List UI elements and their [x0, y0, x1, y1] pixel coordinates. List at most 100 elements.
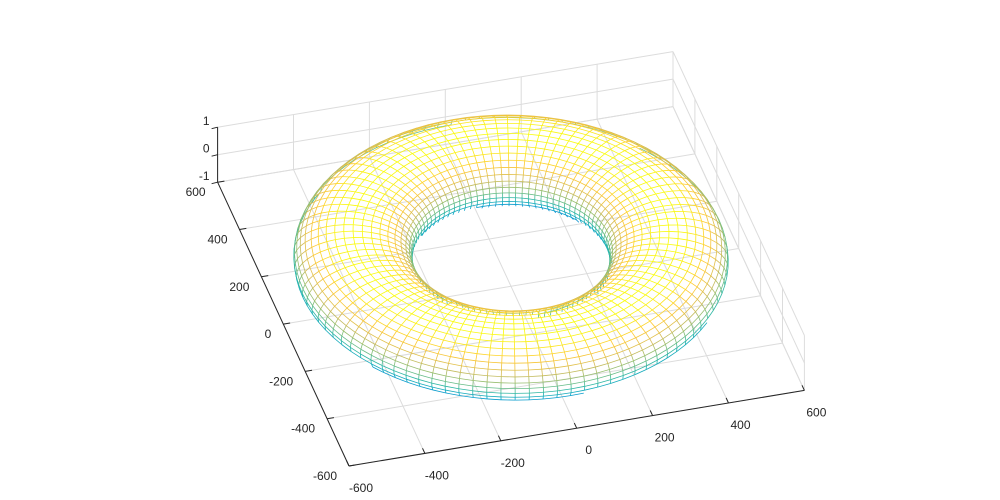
- torus-mesh-segment: [595, 304, 604, 309]
- torus-mesh-segment: [523, 328, 526, 336]
- torus-mesh-segment: [620, 319, 627, 326]
- torus-mesh-segment: [638, 294, 646, 301]
- torus-mesh-segment: [656, 349, 668, 356]
- torus-mesh-segment: [547, 312, 551, 317]
- torus-mesh-segment: [556, 372, 570, 375]
- torus-mesh-segment: [671, 314, 678, 321]
- x-tick-label: 200: [655, 431, 675, 445]
- torus-mesh-segment: [459, 323, 464, 330]
- torus-mesh-segment: [437, 353, 451, 357]
- torus-mesh-segment: [718, 284, 722, 290]
- torus-mesh-segment: [611, 193, 617, 199]
- torus-mesh-segment: [576, 349, 580, 357]
- torus-mesh-segment: [461, 126, 465, 132]
- torus-mesh-segment: [350, 342, 352, 348]
- torus-mesh-segment: [396, 202, 400, 208]
- torus-mesh-segment: [608, 275, 613, 280]
- torus-mesh-segment: [588, 225, 593, 230]
- torus-mesh-segment: [461, 303, 469, 307]
- torus-mesh-segment: [439, 212, 445, 216]
- torus-mesh-segment: [471, 148, 476, 156]
- torus-mesh-segment: [534, 308, 542, 310]
- torus-mesh-segment: [646, 179, 655, 183]
- torus-mesh-segment: [688, 204, 697, 207]
- torus-mesh-segment: [682, 183, 689, 186]
- torus-mesh-segment: [672, 291, 681, 297]
- torus-mesh-segment: [443, 161, 451, 165]
- torus-mesh-segment: [430, 216, 432, 222]
- torus-mesh-segment: [522, 204, 529, 206]
- torus-mesh-segment: [562, 305, 568, 309]
- torus-mesh-segment: [346, 183, 352, 191]
- torus-mesh-segment: [400, 145, 407, 150]
- torus-mesh-segment: [405, 184, 413, 191]
- torus-mesh-segment: [423, 350, 427, 358]
- torus-mesh-segment: [587, 221, 590, 226]
- torus-mesh-segment: [407, 287, 415, 291]
- torus-mesh-segment: [429, 315, 435, 322]
- torus-mesh-segment: [674, 330, 684, 339]
- torus-mesh-segment: [382, 249, 386, 256]
- torus-mesh-segment: [423, 356, 436, 361]
- torus-mesh-segment: [597, 297, 606, 302]
- torus-mesh-segment: [692, 256, 701, 261]
- torus-mesh-segment: [418, 218, 423, 223]
- torus-mesh-segment: [460, 142, 470, 145]
- torus-mesh-segment: [481, 117, 484, 121]
- torus-mesh-segment: [724, 241, 726, 251]
- torus-mesh-segment: [399, 348, 412, 354]
- torus-mesh-segment: [619, 179, 626, 185]
- torus-mesh-segment: [684, 306, 692, 314]
- torus-mesh-segment: [668, 197, 677, 199]
- torus-mesh-segment: [346, 210, 356, 213]
- torus-mesh-segment: [334, 323, 344, 332]
- torus-mesh-segment: [372, 220, 381, 224]
- torus-mesh-segment: [365, 249, 369, 256]
- torus-mesh-segment: [436, 191, 441, 198]
- torus-mesh-segment: [420, 146, 430, 151]
- torus-mesh-segment: [530, 123, 543, 126]
- torus-mesh-segment: [649, 338, 654, 345]
- torus-mesh-segment: [623, 280, 629, 286]
- torus-mesh-segment: [343, 238, 347, 246]
- torus-mesh-segment: [319, 251, 324, 260]
- torus-mesh-segment: [607, 221, 611, 226]
- torus-mesh-segment: [627, 171, 635, 176]
- torus-mesh-segment: [308, 275, 314, 281]
- torus-mesh-segment: [366, 145, 377, 152]
- torus-mesh-segment: [566, 312, 571, 318]
- torus-mesh-segment: [418, 231, 422, 236]
- torus-mesh-segment: [635, 332, 646, 339]
- torus-mesh-segment: [393, 360, 396, 367]
- torus-mesh-segment: [673, 258, 683, 262]
- torus-mesh-segment: [634, 168, 642, 173]
- torus-mesh-segment: [658, 237, 660, 244]
- torus-mesh-segment: [665, 344, 668, 350]
- torus-mesh-segment: [574, 202, 577, 209]
- torus-mesh-segment: [643, 309, 653, 316]
- torus-mesh-segment: [396, 206, 404, 213]
- torus-mesh-segment: [680, 190, 686, 198]
- torus-mesh-segment: [369, 201, 379, 206]
- torus-mesh-segment: [583, 372, 597, 377]
- torus-mesh-segment: [426, 293, 432, 296]
- torus-mesh-segment: [401, 269, 406, 275]
- torus-mesh-segment: [567, 327, 579, 331]
- torus-mesh-segment: [353, 264, 359, 272]
- torus-mesh-segment: [566, 123, 570, 127]
- torus-mesh-segment: [604, 234, 607, 239]
- torus-mesh-segment: [468, 116, 482, 119]
- torus-mesh-segment: [555, 123, 568, 127]
- torus-mesh-segment: [534, 203, 542, 206]
- torus-mesh-segment: [312, 283, 318, 289]
- torus-mesh-segment: [382, 314, 392, 321]
- torus-mesh-segment: [607, 189, 613, 195]
- torus-mesh-segment: [327, 286, 334, 295]
- torus-mesh-segment: [612, 271, 617, 276]
- torus-mesh-segment: [382, 136, 394, 142]
- torus-mesh-segment: [605, 287, 612, 293]
- torus-mesh-segment: [581, 138, 592, 143]
- torus-mesh-segment: [587, 293, 595, 298]
- torus-mesh-segment: [392, 331, 397, 338]
- torus-mesh-segment: [640, 239, 643, 246]
